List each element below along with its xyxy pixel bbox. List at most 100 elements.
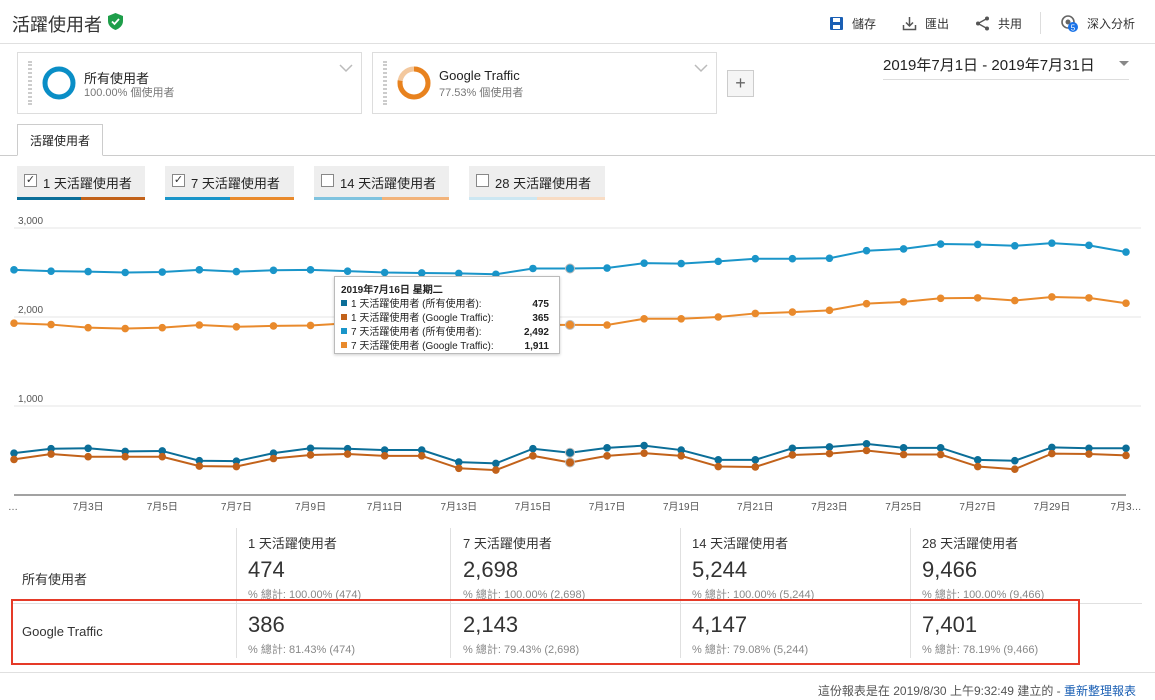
data-point [640, 259, 648, 267]
export-icon [902, 16, 917, 30]
chevron-down-icon[interactable] [339, 63, 353, 73]
metric-toggle-14day[interactable]: 14 天活躍使用者 [314, 166, 449, 200]
data-point [788, 308, 797, 316]
data-point [1048, 443, 1056, 452]
metric-label-1day: 1 天活躍使用者 [43, 176, 132, 191]
data-point [899, 245, 908, 253]
x-tick-label: … [8, 502, 18, 513]
data-point [825, 254, 834, 263]
data-point [417, 269, 426, 277]
data-point [195, 266, 204, 274]
data-point [195, 456, 204, 465]
checkbox-1day[interactable]: ✓ [24, 174, 37, 187]
metric-toggle-1day[interactable]: ✓ 1 天活躍使用者 [17, 166, 145, 200]
share-icon [975, 16, 989, 30]
data-point [973, 462, 982, 471]
data-point [158, 323, 167, 332]
active-users-line-chart[interactable]: 3,000 2,000 1,000 … 7月3日 7月5日 7月7日 7月9日 7月11日 7月1… [0, 215, 1155, 515]
series-color-bar [229, 197, 294, 200]
tooltip-value: 2,492 [523, 327, 549, 338]
checkbox-7day[interactable]: ✓ [172, 174, 185, 187]
tooltip-label: 1 天活躍使用者 (Google Traffic): [351, 313, 494, 324]
x-tick-label: 7月5日 [147, 501, 178, 513]
x-tick-label: 7月25日 [885, 501, 922, 513]
data-point [788, 444, 797, 453]
data-point [1122, 451, 1130, 460]
share-button[interactable]: 共用 [975, 15, 1022, 32]
tooltip-label: 7 天活躍使用者 (所有使用者): [351, 327, 482, 338]
refresh-report-link[interactable]: 重新整理報表 [1063, 684, 1136, 698]
tab-active-users[interactable]: 活躍使用者 [17, 124, 103, 156]
table-value: 2,143 [463, 612, 519, 637]
caret-down-icon [1119, 61, 1129, 66]
data-point [121, 324, 129, 333]
table-value: 9,466 [922, 557, 978, 582]
data-point [973, 294, 982, 302]
metric-toggle-28day[interactable]: 28 天活躍使用者 [469, 166, 605, 200]
data-point [306, 266, 315, 274]
verified-shield-icon [108, 13, 123, 30]
data-point [380, 446, 389, 454]
data-point [862, 446, 871, 455]
data-point [343, 444, 352, 453]
checkbox-14day[interactable] [321, 174, 334, 187]
data-point [232, 462, 241, 471]
checkbox-28day[interactable] [476, 174, 489, 187]
save-button[interactable]: 儲存 [829, 15, 876, 32]
segment-card-all-users[interactable]: 所有使用者 100.00% 個使用者 [17, 52, 362, 114]
table-value: 2,698 [463, 557, 519, 582]
data-point [1011, 456, 1019, 465]
series-swatch [341, 342, 347, 348]
series-color-bar [81, 197, 145, 200]
metric-label-7day: 7 天活躍使用者 [191, 176, 280, 191]
tooltip-value: 1,911 [524, 341, 549, 352]
data-point [380, 452, 389, 460]
data-point [677, 314, 685, 323]
tooltip-row: 1 天活躍使用者 (所有使用者): 475 [341, 298, 553, 312]
data-point [417, 452, 426, 460]
data-point [1011, 465, 1019, 473]
x-tick-label: 7月23日 [811, 501, 848, 513]
data-point [492, 466, 500, 474]
data-point [1122, 248, 1130, 256]
data-point [1011, 242, 1019, 250]
table-row-divider [12, 603, 1142, 604]
data-point [269, 449, 278, 457]
chevron-down-icon[interactable] [694, 63, 708, 73]
data-point [565, 457, 575, 468]
data-point [121, 447, 129, 456]
drag-handle-icon[interactable] [28, 61, 32, 105]
data-point [1085, 294, 1093, 302]
data-point [84, 452, 92, 461]
data-point [10, 319, 18, 328]
insights-badge: 5 [1071, 24, 1076, 33]
date-range-picker[interactable]: 2019年7月1日 - 2019年7月31日 [883, 54, 1129, 80]
export-button[interactable]: 匯出 [902, 15, 949, 32]
insights-button[interactable]: 5 深入分析 [1059, 13, 1135, 33]
data-point [343, 267, 352, 275]
y-tick-label: 2,000 [18, 305, 43, 316]
data-point [899, 444, 908, 452]
tooltip-title: 2019年7月16日 星期二 [341, 285, 443, 296]
data-point [417, 446, 426, 454]
metric-toggle-7day[interactable]: ✓ 7 天活躍使用者 [165, 166, 294, 200]
data-point [714, 257, 723, 266]
segment-name: Google Traffic [439, 68, 520, 83]
add-segment-button[interactable]: + [727, 70, 754, 97]
series-color-bar [165, 197, 230, 200]
data-point [788, 451, 797, 459]
insights-icon: 5 [1061, 15, 1078, 33]
drag-handle-icon[interactable] [383, 61, 387, 105]
data-point [121, 452, 129, 461]
series-color-bar [537, 197, 605, 200]
table-column-divider [910, 528, 911, 658]
data-point [1085, 241, 1093, 250]
table-column-divider [450, 528, 451, 658]
data-point [714, 313, 723, 321]
date-range-text: 2019年7月1日 - 2019年7月31日 [883, 57, 1095, 74]
segment-card-google-traffic[interactable]: Google Traffic 77.53% 個使用者 [372, 52, 717, 114]
data-point [973, 456, 982, 464]
table-percent: % 總計: 79.08% (5,244) [692, 644, 809, 656]
data-point [1085, 450, 1093, 458]
table-value: 474 [248, 557, 285, 582]
